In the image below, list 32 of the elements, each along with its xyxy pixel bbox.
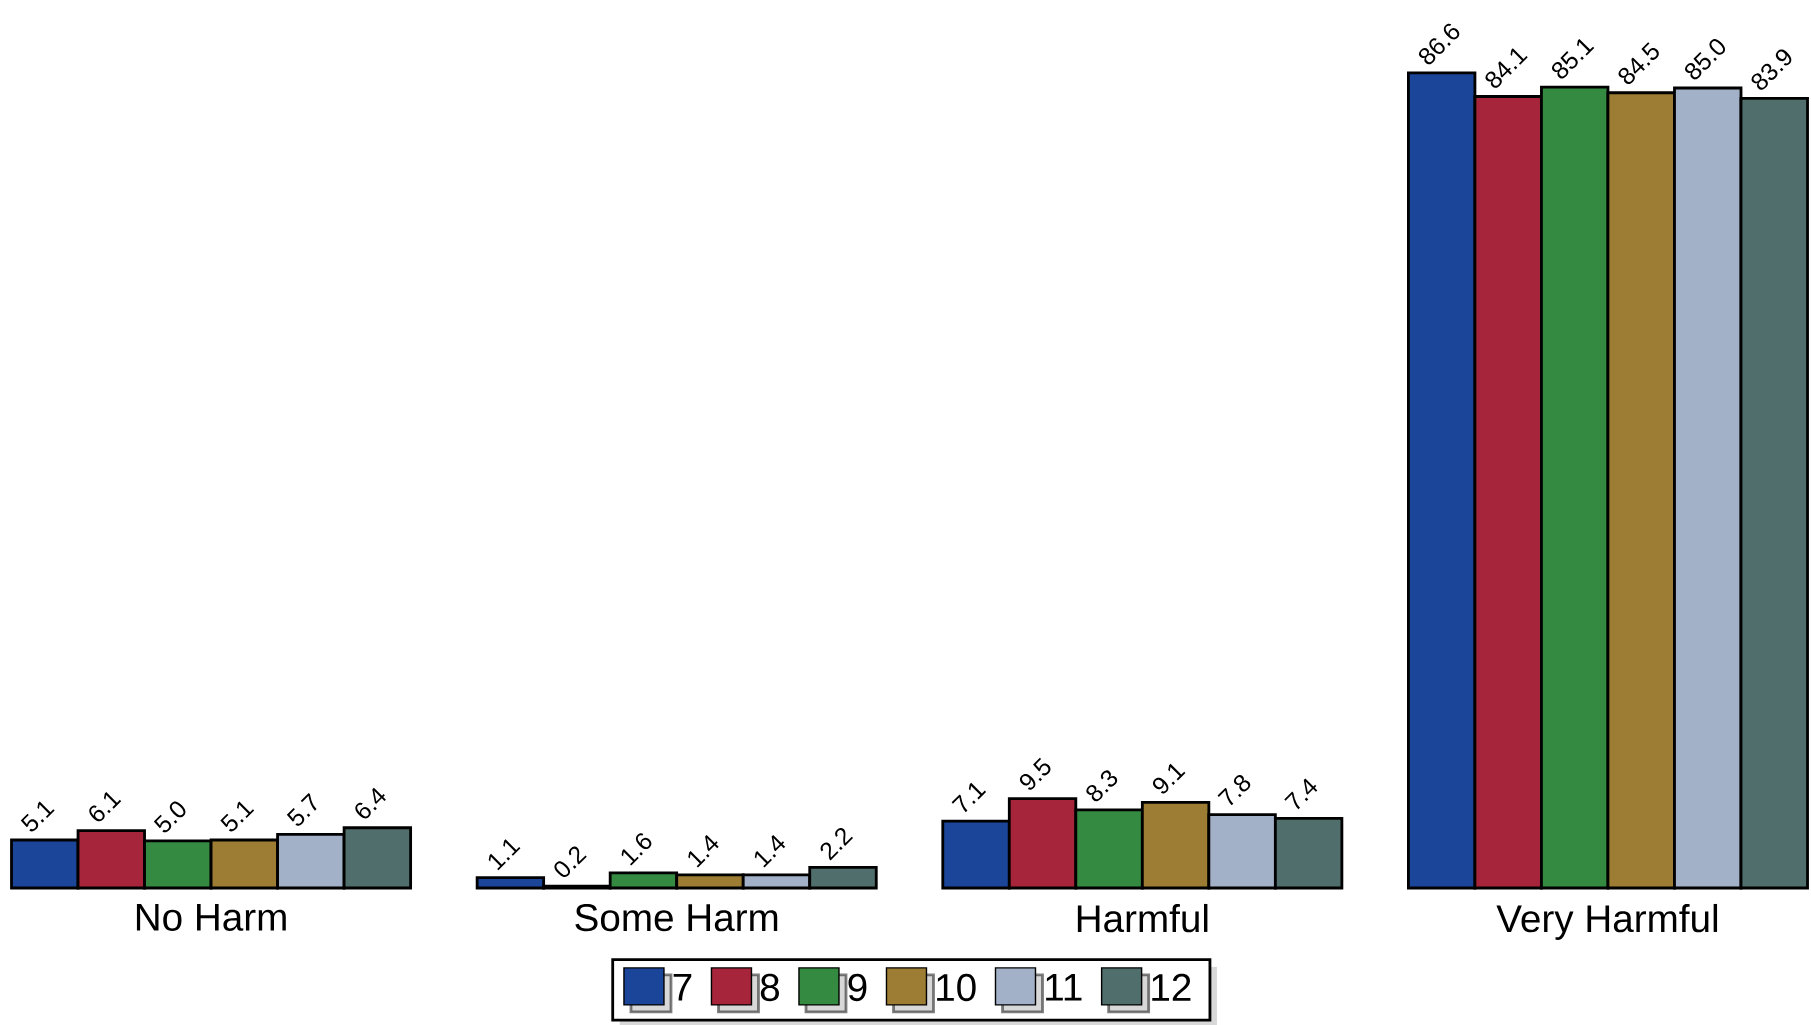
legend-label: 8 [760, 973, 779, 1002]
data-label: 0.2 [554, 846, 587, 877]
legend-label: 7 [673, 973, 692, 1001]
x-tick-label: No Harm [136, 903, 286, 931]
x-tick-label: Harmful [1077, 903, 1208, 933]
data-label: 84.1 [1485, 48, 1528, 88]
data-label: 9.5 [1019, 757, 1051, 790]
x-tick-label: Some Harm [575, 903, 778, 932]
data-label: 5.0 [153, 801, 186, 833]
data-label: 5.1 [20, 801, 55, 832]
data-label: 7.4 [1284, 778, 1318, 810]
x-tick-label: Very Harmful [1496, 903, 1718, 940]
data-label: 85.1 [1552, 38, 1595, 79]
data-label: 85.0 [1685, 39, 1726, 80]
data-label: 1.1 [488, 839, 521, 871]
data-label: 6.1 [89, 792, 122, 822]
data-label: 2.2 [820, 827, 854, 861]
data-label: 5.1 [220, 801, 255, 832]
legend-label: 12 [1152, 973, 1191, 1001]
data-label: 1.4 [688, 834, 719, 868]
data-label: 8.3 [1086, 770, 1118, 802]
data-label: 7.1 [951, 782, 987, 813]
data-label: 9.1 [1152, 763, 1186, 794]
data-label: 7.8 [1217, 775, 1251, 806]
data-label: 83.9 [1751, 49, 1792, 90]
legend-label: 9 [848, 973, 867, 1002]
legend-label: 11 [1046, 973, 1082, 1001]
legend-label: 10 [937, 973, 976, 1002]
data-label: 1.4 [754, 834, 786, 868]
data-label: 5.7 [286, 792, 317, 826]
data-label: 1.6 [621, 833, 652, 866]
data-label: 6.4 [355, 787, 386, 819]
